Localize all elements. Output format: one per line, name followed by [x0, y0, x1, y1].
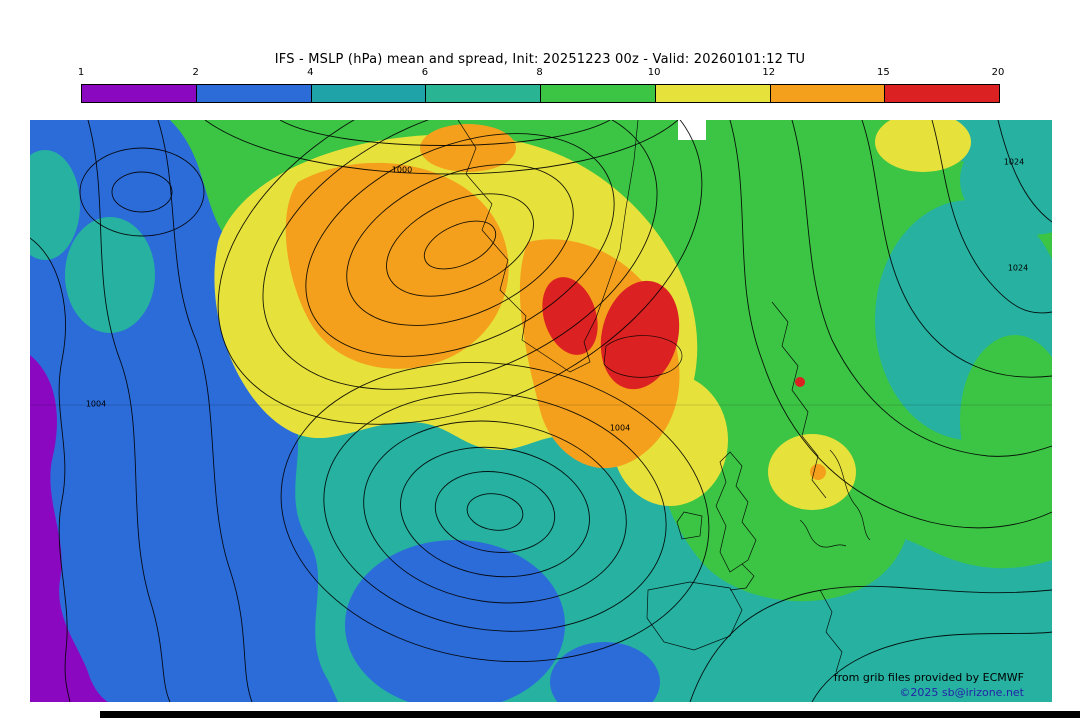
- spread-regions-red: [542, 277, 805, 390]
- colorbar-tick-label: 1: [77, 67, 85, 78]
- colorbar-segment: [769, 85, 885, 102]
- colorbar-segment: [82, 85, 196, 102]
- chart-title: IFS - MSLP (hPa) mean and spread, Init: …: [274, 52, 806, 67]
- colorbar-segment: [654, 85, 770, 102]
- coastlines: [457, 120, 871, 673]
- colorbar-tick-label: 10: [647, 67, 661, 78]
- colorbar-tick-label: 6: [421, 67, 429, 78]
- colorbar-tick-label: 4: [307, 67, 314, 78]
- attribution-source: from grib files provided by ECMWF: [833, 671, 1024, 684]
- contour-label: 1024: [1003, 157, 1025, 167]
- colorbar-segment: [540, 85, 655, 102]
- colorbar-tick-label: 15: [877, 67, 890, 78]
- contour-label: 1024: [1007, 263, 1029, 273]
- spread-map-canvas: [30, 120, 1052, 702]
- bottom-bar: [100, 711, 1080, 718]
- colorbar: [81, 84, 1000, 103]
- colorbar-tick-label: 12: [762, 67, 776, 78]
- pressure-map: from grib files provided by ECMWF ©2025 …: [30, 120, 1052, 702]
- colorbar-tick-label: 20: [991, 67, 1005, 78]
- colorbar-ticks: 1 2 4 6 8 10 12 15 20: [77, 67, 1005, 80]
- colorbar-tick-label: 2: [192, 67, 199, 78]
- map-top-notch: [678, 120, 706, 140]
- isobar-contours: [30, 120, 1052, 702]
- colorbar-tick-label: 8: [536, 67, 543, 78]
- contour-label: 1000: [391, 165, 413, 175]
- colorbar-segment: [425, 85, 540, 102]
- colorbar-segment: [884, 85, 999, 102]
- colorbar-segment: [310, 85, 426, 102]
- spread-region-purple: [30, 355, 108, 702]
- map-attribution: from grib files provided by ECMWF ©2025 …: [834, 670, 1024, 700]
- contour-label: 1004: [85, 399, 107, 409]
- colorbar-segment: [195, 85, 311, 102]
- attribution-copyright: ©2025 sb@irizone.net: [899, 686, 1024, 699]
- contour-label: 1004: [609, 423, 631, 433]
